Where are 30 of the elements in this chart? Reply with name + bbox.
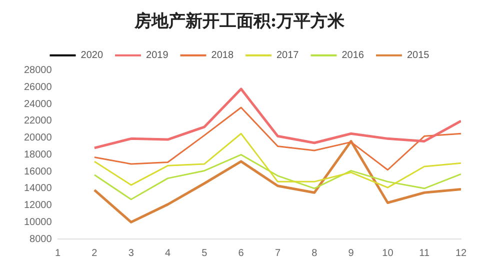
y-tick-label: 14000 xyxy=(24,183,52,194)
x-tick-label: 10 xyxy=(382,248,394,259)
y-tick-label: 24000 xyxy=(24,98,52,110)
legend-label: 2018 xyxy=(211,50,234,62)
y-tick-label: 18000 xyxy=(24,149,52,160)
y-tick-label: 12000 xyxy=(24,200,52,212)
x-tick-label: 7 xyxy=(274,248,281,259)
x-tick-label: 11 xyxy=(419,248,430,259)
y-tick-label: 8000 xyxy=(30,234,52,245)
x-tick-label: 9 xyxy=(348,248,354,259)
legend-label: 2019 xyxy=(146,50,169,62)
x-tick-label: 6 xyxy=(238,248,244,259)
legend-label: 2017 xyxy=(276,50,300,62)
legend-label: 2016 xyxy=(342,50,364,62)
chart-title: 房地产新开工面积:万平方米 xyxy=(133,12,346,32)
x-tick-label: 5 xyxy=(202,248,208,259)
legend-label: 2020 xyxy=(80,50,104,62)
x-tick-label: 8 xyxy=(312,248,318,259)
x-tick-label: 4 xyxy=(164,248,171,259)
legend-label: 2015 xyxy=(406,50,430,62)
x-tick-label: 3 xyxy=(128,248,134,259)
y-tick-label: 22000 xyxy=(24,116,52,127)
y-tick-label: 10000 xyxy=(24,216,52,228)
x-tick-label: 1 xyxy=(55,248,62,259)
y-tick-label: 16000 xyxy=(24,166,52,178)
x-tick-label: 2 xyxy=(92,248,98,259)
y-tick-label: 26000 xyxy=(24,82,52,94)
y-tick-label: 20000 xyxy=(24,132,52,144)
y-tick-label: 28000 xyxy=(24,65,52,76)
x-tick-label: 12 xyxy=(455,248,467,259)
